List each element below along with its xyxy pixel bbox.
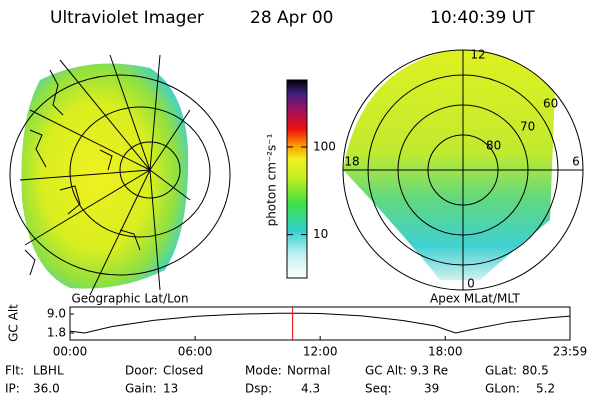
footer-label: Seq: [365, 382, 392, 396]
geo-label: Geographic Lat/Lon [71, 292, 188, 306]
footer-label: Dsp: [245, 382, 272, 396]
footer-label: Door: [125, 364, 158, 378]
footer-label: GC Alt: [365, 364, 407, 378]
footer-label: IP: [5, 382, 20, 396]
footer-value: 4.3 [301, 382, 320, 396]
geo-image [9, 54, 231, 296]
y-tick-label: 1.8 [47, 326, 66, 340]
footer-value: Closed [163, 364, 203, 378]
altitude-frame [69, 306, 571, 341]
x-tick-label: 06:00 [178, 345, 213, 359]
x-tick-label: 00:00 [53, 345, 88, 359]
polar-image [343, 50, 555, 280]
x-tick-label: 18:00 [428, 345, 463, 359]
footer-value: 80.5 [522, 364, 549, 378]
footer-value: 5.2 [536, 382, 555, 396]
altitude-ylabel: GC Alt [7, 304, 21, 342]
colorbar-tick-label: 10 [313, 227, 328, 241]
x-tick-label: 12:00 [303, 345, 338, 359]
footer-value: 36.0 [33, 382, 60, 396]
footer-label: GLon: [485, 382, 520, 396]
polar-label: Apex MLat/MLT [430, 292, 520, 306]
date: 28 Apr 00 [250, 8, 333, 28]
lat-label: 60 [543, 97, 558, 111]
footer-value: 13 [163, 382, 178, 396]
footer-value: LBHL [33, 364, 64, 378]
mlt-label: 0 [467, 277, 475, 291]
footer-value: Normal [287, 364, 330, 378]
colorbar-label: photon cm⁻²s⁻¹ [265, 133, 279, 226]
footer-label: Flt: [5, 364, 24, 378]
footer-label: GLat: [485, 364, 517, 378]
mlt-label: 18 [344, 155, 359, 169]
mlt-label: 12 [470, 48, 485, 62]
footer-value: 9.3 Re [410, 364, 448, 378]
footer-label: Gain: [125, 382, 157, 396]
colorbar [286, 79, 308, 279]
y-tick-label: 9.0 [47, 306, 66, 320]
x-tick-label: 23:59 [553, 345, 588, 359]
time: 10:40:39 UT [430, 8, 535, 28]
lat-label: 80 [486, 139, 501, 153]
mlt-label: 6 [572, 155, 580, 169]
altitude-line [69, 312, 570, 334]
footer-value: 39 [424, 382, 439, 396]
colorbar-tick-label: 100 [313, 139, 336, 153]
lat-label: 70 [520, 120, 535, 134]
footer-label: Mode: [245, 364, 282, 378]
polar-grid [342, 49, 584, 291]
instrument: Ultraviolet Imager [50, 8, 204, 28]
